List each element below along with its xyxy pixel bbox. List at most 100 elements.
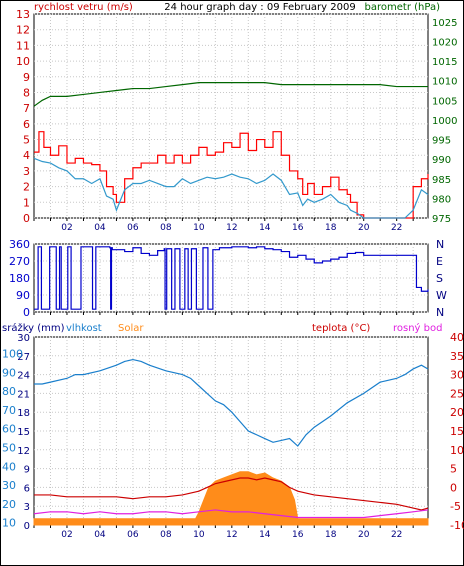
rain-tick-label: 24 (17, 371, 30, 382)
humidity-tick-label: 10 (2, 517, 16, 530)
pressure-series (33, 82, 428, 107)
humidity-tick-label: 50 (2, 442, 16, 455)
compass-label: W (436, 289, 447, 302)
weather-x-tick-label: 22 (391, 530, 402, 540)
wind-tick-label: 4 (23, 149, 30, 162)
wind-tick-label: 1 (23, 196, 30, 209)
wind-tick-label: 12 (16, 24, 30, 37)
pressure-tick-label: 975 (432, 214, 451, 225)
weather-x-tick-label: 02 (61, 530, 72, 540)
wind-x-tick-label: 14 (259, 223, 271, 233)
temp-tick-label: 20 (450, 406, 464, 419)
weather-x-tick-label: 08 (160, 530, 172, 540)
humidity-tick-label: 90 (2, 366, 16, 379)
compass-label: N (436, 238, 444, 251)
rain-tick-label: 18 (17, 408, 30, 419)
solar-area (33, 471, 429, 526)
wind-tick-label: 13 (16, 8, 30, 21)
wind-tick-label: 0 (23, 212, 30, 225)
humidity-tick-label: 40 (2, 460, 16, 473)
temp-tick-label: 35 (450, 350, 464, 363)
wind-x-tick-label: 08 (160, 223, 172, 233)
temp-tick-label: 10 (450, 444, 464, 457)
wind-x-tick-label: 06 (127, 223, 139, 233)
pressure-tick-label: 990 (432, 155, 451, 166)
wind-series (33, 157, 429, 219)
wind-x-tick-label: 12 (226, 223, 237, 233)
temp-tick-label: -5 (450, 500, 461, 513)
wind-x-tick-label: 02 (61, 223, 72, 233)
humidity-tick-label: 60 (2, 423, 16, 436)
temp-series (34, 477, 429, 511)
direction-tick-label: 270 (9, 255, 30, 268)
rain-tick-label: 9 (24, 465, 30, 476)
temp-tick-label: 0 (450, 481, 457, 494)
weather-x-tick-label: 10 (193, 530, 205, 540)
wind-tick-label: 8 (23, 86, 30, 99)
temp-tick-label: 30 (450, 369, 464, 382)
compass-label: S (436, 272, 443, 285)
rain-tick-label: 12 (17, 446, 30, 457)
pressure-tick-label: 985 (432, 175, 451, 186)
temp-tick-label: 5 (450, 463, 457, 476)
humidity-tick-label: 100 (2, 348, 23, 361)
wind-tick-label: 5 (23, 134, 30, 147)
rain-tick-label: 3 (24, 502, 30, 513)
direction-series (34, 246, 429, 310)
rain-tick-label: 27 (17, 352, 30, 363)
wind-tick-label: 2 (23, 181, 30, 194)
humidity-tick-label: 20 (2, 498, 16, 511)
weather-x-tick-label: 18 (325, 530, 337, 540)
wind-x-tick-label: 18 (325, 223, 337, 233)
solar-axis-title: Solar (118, 323, 144, 334)
wind-tick-label: 3 (23, 165, 30, 178)
wind-x-tick-label: 22 (391, 223, 402, 233)
weather-x-tick-label: 14 (259, 530, 271, 540)
wind-tick-label: 10 (16, 55, 30, 68)
weather-x-tick-label: 16 (292, 530, 304, 540)
pressure-tick-label: 1025 (432, 18, 457, 29)
humidity-tick-label: 70 (2, 404, 16, 417)
compass-label: N (436, 306, 444, 319)
temp-tick-label: 25 (450, 387, 464, 400)
humidity-tick-label: 30 (2, 479, 16, 492)
chart-title: 24 hour graph day : 09 February 2009 (164, 2, 355, 13)
rain-tick-label: 15 (17, 427, 30, 438)
direction-tick-label: 90 (16, 289, 30, 302)
pressure-tick-label: 1015 (432, 57, 457, 68)
humidity-tick-label: 80 (2, 385, 16, 398)
wind-tick-label: 11 (16, 39, 30, 52)
wind-x-tick-label: 20 (358, 223, 370, 233)
wind-tick-label: 6 (23, 118, 30, 131)
weather-x-tick-label: 06 (127, 530, 139, 540)
pressure-tick-label: 980 (432, 194, 451, 205)
temp-tick-label: 15 (450, 425, 464, 438)
rain-tick-label: 21 (17, 389, 30, 400)
wind-x-tick-label: 04 (94, 223, 106, 233)
compass-label: E (436, 255, 443, 268)
wind-axis-title: rychlost vetru (m/s) (34, 2, 133, 13)
humidity-series (34, 358, 429, 447)
weather-x-tick-label: 20 (358, 530, 370, 540)
wind-tick-label: 7 (23, 102, 30, 115)
pressure-tick-label: 995 (432, 136, 451, 147)
rain-tick-label: 6 (24, 483, 30, 494)
rain-axis-title: srážky (mm) (2, 322, 65, 334)
pressure-tick-label: 1000 (432, 116, 457, 127)
dew-axis-title: rosný bod (393, 322, 442, 334)
pressure-tick-label: 1020 (432, 37, 457, 48)
wind-tick-label: 9 (23, 71, 30, 84)
pressure-tick-label: 1010 (432, 77, 457, 88)
temp-tick-label: 40 (450, 331, 464, 344)
pressure-tick-label: 1005 (432, 96, 457, 107)
weather-x-tick-label: 04 (94, 530, 106, 540)
weather-x-tick-label: 12 (226, 530, 237, 540)
wind-panel (33, 13, 429, 219)
dew-series (33, 509, 429, 519)
temp-axis-title: teplota (°C) (312, 323, 370, 334)
wind-x-tick-label: 16 (292, 223, 304, 233)
rain-tick-label: 0 (24, 521, 30, 532)
pressure-axis-title: barometr (hPa) (365, 2, 441, 13)
direction-tick-label: 360 (9, 238, 30, 251)
